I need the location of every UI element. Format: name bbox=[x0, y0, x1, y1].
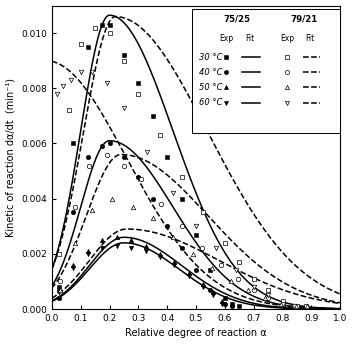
Text: 60 °C: 60 °C bbox=[198, 98, 222, 107]
Text: 75/25: 75/25 bbox=[223, 15, 250, 24]
Text: 40 °C: 40 °C bbox=[198, 68, 222, 77]
Text: 79/21: 79/21 bbox=[291, 15, 318, 24]
Text: 50 °C: 50 °C bbox=[198, 83, 222, 92]
FancyBboxPatch shape bbox=[192, 9, 340, 133]
X-axis label: Relative degree of reaction α: Relative degree of reaction α bbox=[125, 329, 267, 338]
Y-axis label: Kinetic of reaction dα/dt  (min⁻¹): Kinetic of reaction dα/dt (min⁻¹) bbox=[6, 78, 16, 237]
Text: Fit: Fit bbox=[245, 34, 254, 43]
Text: 30 °C: 30 °C bbox=[198, 53, 222, 62]
Text: Exp: Exp bbox=[219, 34, 233, 43]
Text: Exp: Exp bbox=[280, 34, 294, 43]
Text: Fit: Fit bbox=[305, 34, 315, 43]
